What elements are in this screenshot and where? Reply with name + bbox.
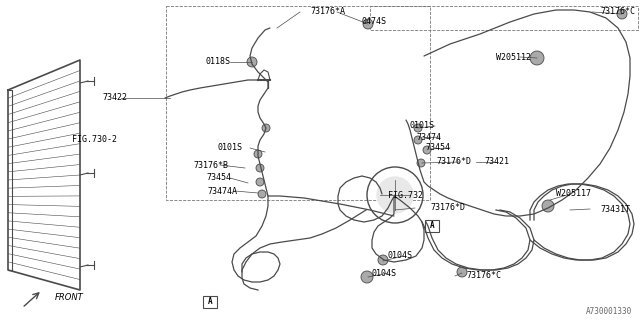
Text: 73176*C: 73176*C [600, 7, 635, 17]
Text: 0104S: 0104S [371, 268, 396, 277]
Text: 73454: 73454 [206, 173, 231, 182]
Text: 73422: 73422 [102, 93, 127, 102]
Text: 73431T: 73431T [600, 204, 630, 213]
Text: 73474: 73474 [416, 132, 441, 141]
Circle shape [414, 124, 422, 132]
Circle shape [262, 124, 270, 132]
Circle shape [247, 57, 257, 67]
Circle shape [378, 255, 388, 265]
Circle shape [542, 200, 554, 212]
Circle shape [414, 136, 422, 144]
Circle shape [457, 267, 467, 277]
FancyBboxPatch shape [425, 220, 439, 232]
Text: 73176*D: 73176*D [430, 204, 465, 212]
Text: 73176*A: 73176*A [310, 7, 345, 17]
Circle shape [256, 178, 264, 186]
Text: FRONT: FRONT [55, 293, 84, 302]
Text: 0474S: 0474S [362, 18, 387, 27]
Text: 73176*D: 73176*D [436, 157, 471, 166]
Text: 0118S: 0118S [205, 58, 230, 67]
FancyBboxPatch shape [203, 296, 217, 308]
Text: W205112: W205112 [496, 52, 531, 61]
Text: 0104S: 0104S [388, 252, 413, 260]
Text: W205117: W205117 [556, 189, 591, 198]
Text: 73474A: 73474A [207, 187, 237, 196]
Circle shape [377, 177, 413, 213]
Text: A730001330: A730001330 [586, 307, 632, 316]
Circle shape [256, 164, 264, 172]
Circle shape [417, 159, 425, 167]
Text: FIG.730-2: FIG.730-2 [72, 135, 117, 145]
Bar [166, 6, 430, 200]
Circle shape [530, 51, 544, 65]
Circle shape [423, 146, 431, 154]
Text: A: A [208, 298, 212, 307]
Bar [370, 6, 638, 30]
Circle shape [363, 19, 373, 29]
Text: 0101S: 0101S [218, 143, 243, 153]
Circle shape [617, 9, 627, 19]
Text: 73176*C: 73176*C [466, 271, 501, 281]
Text: 73454: 73454 [425, 143, 450, 153]
Text: 73421: 73421 [484, 157, 509, 166]
Text: 73176*B: 73176*B [193, 161, 228, 170]
Text: A: A [429, 221, 435, 230]
Text: 0101S: 0101S [410, 122, 435, 131]
Text: FIG.732: FIG.732 [388, 190, 423, 199]
Circle shape [254, 150, 262, 158]
Circle shape [258, 190, 266, 198]
Circle shape [361, 271, 373, 283]
